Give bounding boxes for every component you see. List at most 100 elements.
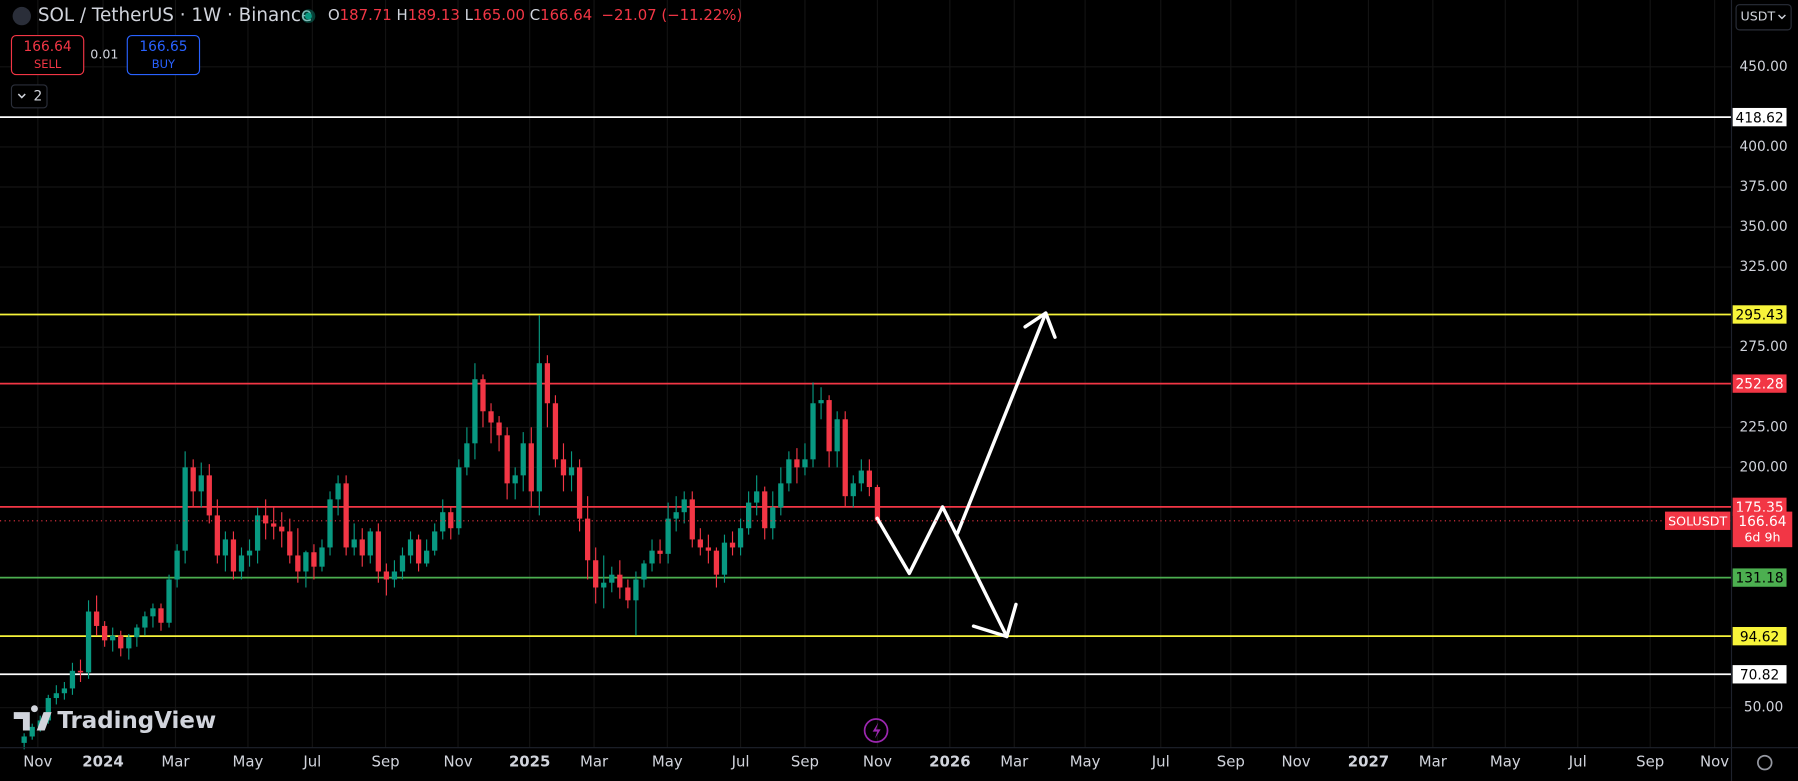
y-tick-label: 200.00	[1740, 459, 1788, 475]
indicators-count: 2	[33, 88, 42, 104]
candle-body	[118, 635, 124, 649]
currency-selector[interactable]	[1735, 4, 1792, 31]
candle-body	[182, 467, 188, 551]
arrowhead	[971, 602, 1018, 639]
candle-body	[432, 531, 438, 551]
candle-body	[480, 379, 486, 412]
x-tick-label: May	[652, 753, 683, 771]
ohlc-legend: O187.71 H189.13 L165.00 C166.64 −21.07 (…	[328, 6, 742, 24]
candle-body	[737, 528, 744, 548]
candle-body	[641, 563, 647, 580]
candle-body	[528, 443, 534, 492]
lightning-button[interactable]	[863, 718, 889, 743]
buy-button[interactable]	[126, 35, 201, 76]
candle-body	[568, 467, 575, 476]
x-tick-label: May	[233, 753, 264, 771]
candle-body	[53, 693, 59, 699]
candle-body	[625, 587, 631, 601]
candle-body	[110, 635, 116, 641]
x-tick-label: Nov	[1700, 753, 1729, 771]
x-tick-label: Sep	[372, 753, 400, 771]
candle-body	[713, 550, 720, 575]
tradingview-logo: TradingView	[13, 705, 216, 734]
candle-body	[150, 608, 156, 617]
candle-body	[279, 526, 285, 532]
candle-body	[295, 555, 301, 572]
candle-body	[745, 502, 752, 529]
candle-body	[633, 579, 639, 601]
candle-body	[206, 475, 212, 516]
value: 187.71	[340, 6, 392, 24]
sell-label: SELL	[34, 57, 62, 71]
candle-body	[423, 550, 430, 564]
level-label: 295.43	[1736, 308, 1784, 324]
currency: USDT	[1741, 9, 1776, 24]
candle-body	[303, 552, 309, 572]
x-tick-label: Nov	[23, 753, 52, 771]
level-label-box	[1732, 374, 1787, 393]
candle-body	[222, 539, 229, 556]
candle-body	[440, 512, 446, 532]
candle-body	[617, 574, 623, 588]
level-label-box	[1732, 305, 1787, 324]
x-tick-label: May	[1070, 753, 1101, 771]
candle-body	[818, 400, 824, 404]
candle-body	[263, 515, 269, 524]
countdown: 6d 9h	[1744, 529, 1780, 544]
spread: 0.01	[90, 47, 118, 62]
candle-body	[134, 627, 140, 638]
candle-body	[770, 507, 776, 529]
candle-body	[802, 459, 808, 468]
candle-body	[834, 419, 840, 452]
x-tick-label: Nov	[863, 753, 892, 771]
candle-body	[576, 467, 583, 519]
candle-body	[705, 547, 712, 551]
candle-body	[520, 443, 526, 476]
candle-body	[158, 608, 164, 623]
sell-button[interactable]	[10, 35, 85, 76]
candle-body	[407, 539, 414, 556]
candle-body	[327, 499, 333, 548]
candle-body	[246, 550, 253, 556]
arrowhead	[1023, 311, 1057, 339]
candle-body	[102, 625, 108, 641]
x-tick-label: 2027	[1348, 753, 1389, 771]
value: 166.64	[540, 6, 592, 24]
y-tick-label: 225.00	[1740, 419, 1788, 435]
current-price: 166.64	[1738, 514, 1786, 530]
y-tick-label: 350.00	[1740, 219, 1788, 235]
arrow-up	[955, 311, 1048, 535]
candle-body	[399, 555, 406, 572]
indicators-toggle[interactable]	[10, 84, 48, 109]
symbol-title[interactable]: SOL / TetherUS · 1W · Binance	[38, 5, 312, 26]
symbol-tag: SOLUSDT	[1668, 513, 1727, 528]
candle-body	[665, 518, 671, 554]
level-label: 94.62	[1740, 629, 1779, 645]
x-tick-label: Nov	[443, 753, 472, 771]
candle-body	[93, 611, 100, 626]
label: H	[397, 6, 408, 24]
chevron	[17, 93, 26, 99]
candle-body	[609, 574, 615, 583]
x-tick-label: Mar	[161, 753, 190, 771]
candle-body	[198, 475, 204, 492]
projection-arrows	[875, 311, 1057, 639]
candle-body	[729, 542, 736, 548]
settings-button[interactable]	[1757, 754, 1773, 771]
candle-body	[593, 560, 599, 588]
candle-body	[359, 539, 365, 556]
candle-body	[190, 467, 196, 492]
candle-body	[77, 670, 84, 673]
candle-body	[271, 523, 277, 527]
candle-body	[319, 547, 325, 567]
candle-body	[721, 542, 728, 575]
candle-body	[375, 531, 381, 572]
candle-body	[850, 483, 856, 497]
candles	[21, 315, 881, 750]
level-label-box	[1732, 497, 1787, 517]
